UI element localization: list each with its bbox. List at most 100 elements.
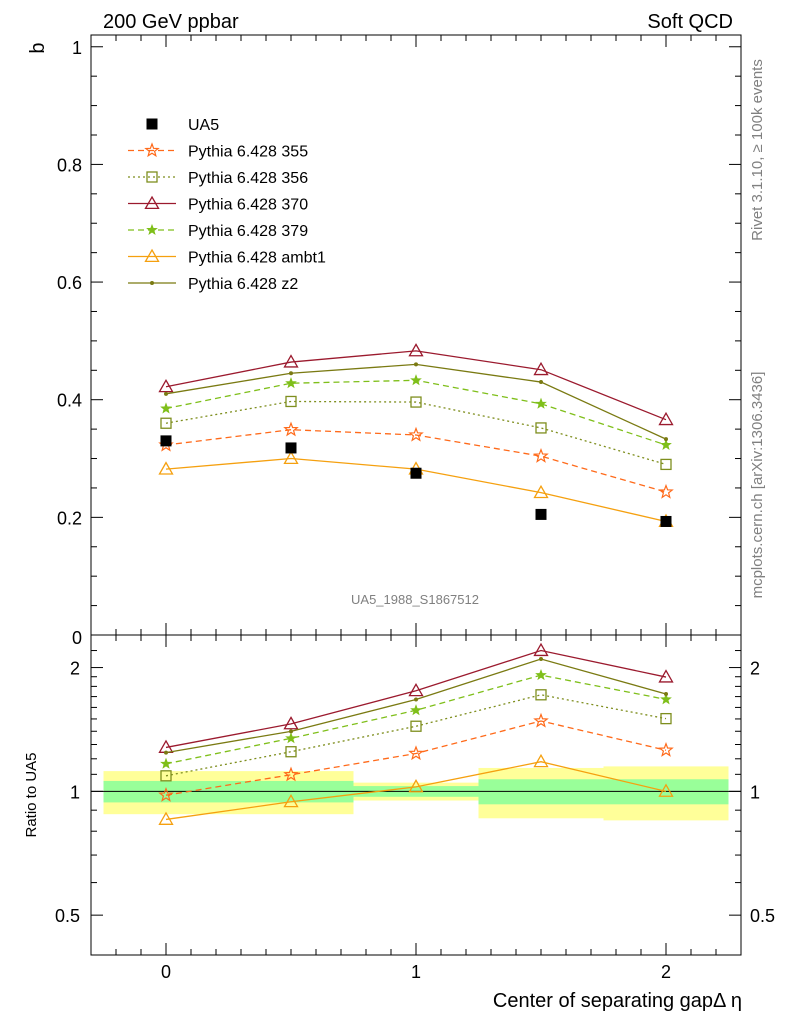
ratio-0-point-0 — [158, 786, 174, 802]
top-left-label: 200 GeV ppbar — [103, 11, 239, 33]
ratio-0-point-1 — [283, 766, 299, 782]
y-axis-label: b — [27, 42, 49, 53]
ratio-4-point-4 — [658, 783, 674, 797]
y-tick-label-4: 0.8 — [57, 155, 82, 175]
ratio-5-point-2 — [414, 697, 418, 702]
series-line-0 — [165, 429, 667, 493]
y-tick-label-3: 0.6 — [57, 273, 82, 293]
ratio-2-point-2 — [408, 682, 424, 697]
ratio-2-point-3 — [533, 642, 549, 657]
side-label-bottom: mcplots.cern.ch [arXiv:1306.3436] — [749, 372, 766, 599]
legend-label-data: UA5 — [188, 117, 219, 134]
ratio-tick-label-right-2: 2 — [750, 659, 760, 679]
axis-ticks — [91, 35, 741, 955]
legend-marker-0 — [144, 142, 160, 158]
side-label-top: Rivet 3.1.10, ≥ 100k events — [749, 59, 766, 241]
series-5-point-4 — [664, 437, 668, 442]
y-tick-label-5: 1 — [72, 38, 82, 58]
data-point-4 — [660, 515, 672, 527]
series-3-point-4 — [660, 438, 672, 450]
ratio-1-point-4 — [660, 712, 672, 725]
ratio-3-point-3 — [535, 668, 547, 681]
series-0-point-1 — [283, 421, 299, 437]
series-5-point-1 — [289, 371, 293, 376]
legend-marker-5 — [150, 281, 154, 285]
legend-label-3: Pythia 6.428 379 — [188, 223, 308, 240]
series-0-point-4 — [658, 483, 674, 499]
series-5-point-0 — [164, 391, 168, 396]
ratio-line-4 — [165, 761, 667, 821]
y-tick-label-2: 0.4 — [57, 391, 82, 411]
legend-label-2: Pythia 6.428 370 — [188, 197, 308, 214]
x-axis-label: Center of separating gapΔ η — [493, 990, 742, 1012]
legend-marker-data — [146, 118, 158, 130]
legend-marker-1 — [146, 171, 158, 183]
legend-marker-2 — [144, 195, 160, 210]
series-line-2 — [165, 350, 667, 421]
series-1-point-4 — [660, 458, 672, 471]
ratio-line-3 — [165, 674, 667, 765]
ratio-tick-label-left-0: 0.5 — [55, 906, 80, 926]
series-4-point-1 — [283, 450, 299, 465]
ratio-tick-label-right-1: 1 — [750, 782, 760, 802]
data-point-0 — [160, 435, 172, 447]
ratio-3-point-4 — [660, 693, 672, 705]
series-3-point-2 — [410, 374, 422, 386]
series-5-point-2 — [414, 362, 418, 367]
data-point-1 — [285, 442, 297, 454]
series-3-point-1 — [285, 377, 297, 389]
series-4-point-3 — [533, 484, 549, 499]
ratio-4-point-3 — [533, 753, 549, 768]
series-2-point-4 — [658, 411, 674, 426]
uncertainty-bands — [103, 766, 729, 821]
watermark: UA5_1988_S1867512 — [351, 592, 479, 607]
x-tick-label-0: 0 — [161, 962, 171, 982]
series-0-point-2 — [408, 426, 424, 442]
ratio-1-point-0 — [160, 770, 172, 782]
ratio-tick-label-left-1: 1 — [70, 782, 80, 802]
series-4-point-0 — [158, 461, 174, 475]
series-0-point-3 — [533, 447, 549, 463]
ratio-1-point-3 — [535, 689, 547, 701]
x-tick-label-2: 2 — [661, 962, 671, 982]
ratio-y-axis-label: Ratio to UA5 — [23, 752, 40, 837]
ratio-4-point-1 — [283, 793, 299, 808]
series-line-1 — [165, 400, 667, 466]
ratio-5-point-4 — [664, 691, 668, 696]
ratio-5-point-0 — [164, 750, 168, 755]
ratio-1-point-1 — [285, 746, 297, 758]
series-2-point-1 — [283, 354, 299, 368]
ratio-tick-label-right-0: 0.5 — [750, 906, 775, 926]
y-tick-label-0: 0 — [72, 628, 82, 648]
series-1-point-2 — [410, 396, 422, 408]
series-5-point-3 — [539, 380, 543, 385]
series-2-point-3 — [533, 361, 549, 376]
ratio-0-point-3 — [533, 712, 549, 728]
series-2-point-2 — [408, 343, 424, 357]
series-1-point-1 — [285, 395, 297, 408]
ratio-line-2 — [165, 649, 667, 749]
ratio-line-0 — [165, 720, 667, 796]
ratio-series — [158, 642, 674, 825]
series-1-point-0 — [160, 417, 172, 429]
ratio-0-point-4 — [658, 741, 674, 757]
data-point-2 — [410, 467, 422, 479]
legend-label-4: Pythia 6.428 ambt1 — [188, 250, 326, 267]
ratio-5-point-1 — [289, 729, 293, 734]
legend: UA5 Pythia 6.428 355 Pythia 6.428 356 Pythi… — [128, 117, 326, 293]
series-1-point-3 — [535, 422, 547, 434]
ratio-0-point-2 — [408, 745, 424, 761]
ratio-1-point-2 — [410, 720, 422, 732]
ratio-3-point-1 — [285, 732, 297, 744]
series-2-point-0 — [158, 378, 174, 393]
x-tick-label-1: 1 — [411, 962, 421, 982]
ratio-2-point-1 — [283, 716, 299, 730]
data-point-3 — [535, 508, 547, 520]
legend-label-1: Pythia 6.428 356 — [188, 170, 308, 187]
series-3-point-0 — [160, 402, 172, 414]
legend-label-5: Pythia 6.428 z2 — [188, 276, 298, 293]
legend-marker-3 — [146, 223, 158, 235]
top-right-label: Soft QCD — [647, 11, 733, 33]
y-tick-label-1: 0.2 — [57, 508, 82, 528]
